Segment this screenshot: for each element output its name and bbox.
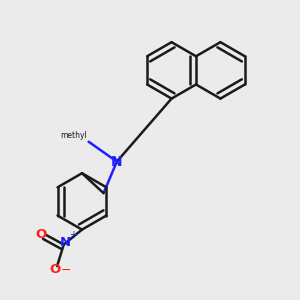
Text: +: + [69,230,77,240]
Text: N: N [60,236,71,249]
Text: −: − [61,264,72,277]
Text: O: O [50,263,61,276]
Text: methyl: methyl [60,131,87,140]
Text: O: O [35,228,46,241]
Text: N: N [111,154,123,169]
